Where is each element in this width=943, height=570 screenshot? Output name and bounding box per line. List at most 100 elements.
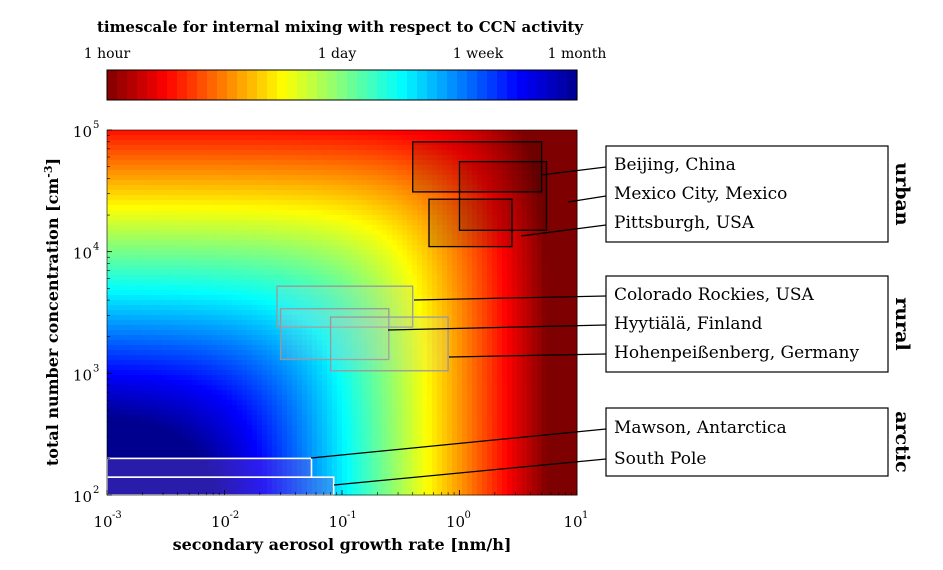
heatmap-cell	[357, 170, 363, 176]
heatmap-cell	[187, 210, 193, 216]
heatmap-cell	[492, 195, 498, 201]
heatmap-cell	[297, 370, 303, 376]
heatmap-cell	[362, 345, 368, 351]
heatmap-cell	[297, 360, 303, 366]
heatmap-cell	[422, 175, 428, 181]
heatmap-cell	[417, 290, 423, 296]
heatmap-cell	[497, 380, 503, 386]
heatmap-cell	[162, 345, 168, 351]
heatmap-cell	[447, 150, 453, 156]
heatmap-cell	[202, 365, 208, 371]
heatmap-cell	[552, 365, 558, 371]
heatmap-cell	[537, 255, 543, 261]
heatmap-cell	[247, 285, 253, 291]
heatmap-cell	[547, 235, 553, 241]
heatmap-cell	[407, 220, 413, 226]
heatmap-cell	[537, 370, 543, 376]
heatmap-cell	[132, 150, 138, 156]
heatmap-cell	[402, 180, 408, 186]
heatmap-cell	[242, 305, 248, 311]
heatmap-cell	[262, 215, 268, 221]
heatmap-cell	[532, 370, 538, 376]
heatmap-cell	[447, 220, 453, 226]
colorbar-cell	[337, 70, 348, 100]
heatmap-cell	[547, 160, 553, 166]
heatmap-cell	[432, 340, 438, 346]
heatmap-cell	[547, 310, 553, 316]
heatmap-cell	[537, 320, 543, 326]
heatmap-cell	[402, 160, 408, 166]
heatmap-cell	[392, 135, 398, 141]
heatmap-cell	[517, 325, 523, 331]
heatmap-cell	[187, 315, 193, 321]
heatmap-cell	[132, 330, 138, 336]
heatmap-cell	[437, 230, 443, 236]
heatmap-cell	[302, 370, 308, 376]
heatmap-cell	[112, 275, 118, 281]
heatmap-cell	[397, 215, 403, 221]
heatmap-cell	[527, 385, 533, 391]
heatmap-cell	[502, 185, 508, 191]
heatmap-cell	[457, 255, 463, 261]
heatmap-cell	[472, 370, 478, 376]
heatmap-cell	[162, 330, 168, 336]
heatmap-cell	[537, 160, 543, 166]
heatmap-cell	[107, 235, 113, 241]
heatmap-cell	[287, 350, 293, 356]
heatmap-cell	[192, 360, 198, 366]
heatmap-cell	[157, 305, 163, 311]
heatmap-cell	[162, 335, 168, 341]
heatmap-cell	[187, 355, 193, 361]
heatmap-cell	[512, 290, 518, 296]
heatmap-cell	[317, 140, 323, 146]
heatmap-cell	[367, 295, 373, 301]
heatmap-cell	[137, 195, 143, 201]
heatmap-cell	[307, 140, 313, 146]
heatmap-cell	[402, 280, 408, 286]
heatmap-cell	[367, 190, 373, 196]
heatmap-cell	[212, 145, 218, 151]
heatmap-cell	[512, 320, 518, 326]
heatmap-cell	[407, 340, 413, 346]
heatmap-cell	[532, 130, 538, 136]
heatmap-cell	[352, 370, 358, 376]
heatmap-cell	[387, 290, 393, 296]
heatmap-cell	[497, 215, 503, 221]
heatmap-cell	[332, 245, 338, 251]
heatmap-cell	[362, 185, 368, 191]
heatmap-cell	[112, 135, 118, 141]
heatmap-cell	[152, 170, 158, 176]
heatmap-cell	[157, 310, 163, 316]
heatmap-cell	[497, 375, 503, 381]
heatmap-cell	[387, 370, 393, 376]
heatmap-cell	[537, 250, 543, 256]
heatmap-cell	[317, 380, 323, 386]
heatmap-cell	[337, 215, 343, 221]
heatmap-cell	[532, 145, 538, 151]
heatmap-cell	[337, 235, 343, 241]
heatmap-cell	[172, 355, 178, 361]
heatmap-cell	[367, 140, 373, 146]
heatmap-cell	[417, 375, 423, 381]
heatmap-cell	[312, 195, 318, 201]
heatmap-cell	[217, 335, 223, 341]
heatmap-cell	[227, 285, 233, 291]
heatmap-cell	[192, 215, 198, 221]
colorbar-cell	[557, 70, 568, 100]
heatmap-cell	[447, 380, 453, 386]
heatmap-cell	[142, 245, 148, 251]
heatmap-cell	[352, 300, 358, 306]
heatmap-cell	[152, 375, 158, 381]
heatmap-cell	[562, 145, 568, 151]
heatmap-cell	[187, 230, 193, 236]
heatmap-cell	[267, 270, 273, 276]
heatmap-cell	[517, 230, 523, 236]
heatmap-cell	[492, 225, 498, 231]
heatmap-cell	[272, 140, 278, 146]
heatmap-cell	[542, 200, 548, 206]
heatmap-cell	[132, 280, 138, 286]
heatmap-cell	[347, 130, 353, 136]
heatmap-cell	[532, 190, 538, 196]
heatmap-cell	[347, 295, 353, 301]
heatmap-cell	[227, 360, 233, 366]
